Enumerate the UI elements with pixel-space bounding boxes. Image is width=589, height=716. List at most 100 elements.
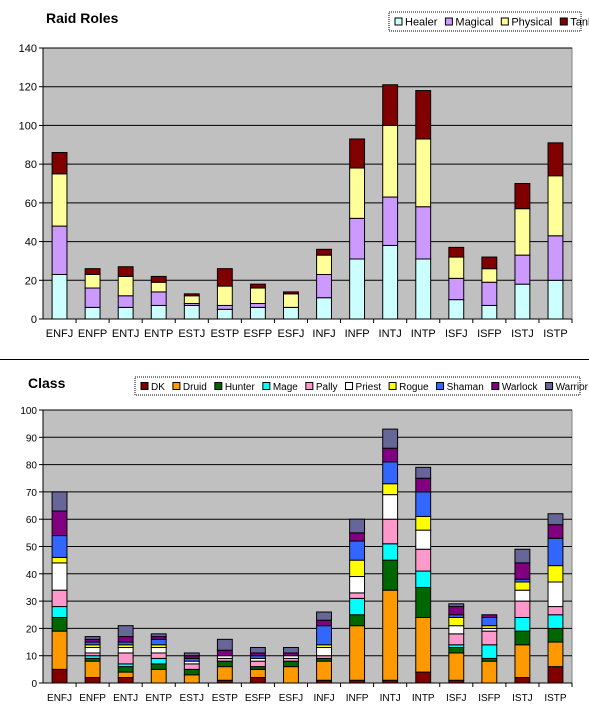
bar-segment-physical-isfp — [481, 268, 498, 283]
bar-segment-shaman-intp — [415, 491, 432, 517]
bar-segment-magical-enfj — [51, 225, 68, 275]
bar-segment-pally-infp — [349, 592, 366, 599]
bar-segment-pally-estj — [183, 663, 200, 670]
legend-swatch-priest — [345, 382, 354, 390]
bar-segment-magical-enfp — [84, 287, 101, 308]
bar-segment-rogue-intj — [382, 483, 399, 496]
bar-segment-tank-entp — [150, 275, 167, 283]
y-tick-label: 90 — [26, 433, 38, 444]
x-tick-label: INFP — [345, 328, 370, 340]
bar-segment-healer-enfp — [84, 306, 101, 320]
bar-segment-mage-istp — [547, 614, 564, 629]
bar-segment-hunter-intj — [382, 559, 399, 591]
bar-segment-druid-istj — [514, 644, 531, 679]
x-tick-label: ENTP — [145, 693, 172, 704]
bar-segment-dk-entj — [117, 677, 134, 684]
x-tick-label: INFJ — [312, 328, 335, 340]
bar-segment-healer-infj — [316, 297, 332, 320]
legend-swatch-mage — [262, 382, 271, 390]
bar-segment-rogue-isfj — [448, 616, 465, 627]
legend-swatch-healer — [394, 17, 403, 26]
x-tick-label: ESTJ — [180, 693, 204, 704]
bar-segment-hunter-entj — [117, 666, 134, 673]
y-tick-label: 80 — [25, 159, 37, 171]
legend-label-priest: Priest — [356, 382, 382, 393]
y-tick-label: 120 — [19, 82, 37, 94]
y-tick-label: 50 — [26, 543, 38, 554]
x-tick-label: ENFP — [79, 693, 106, 704]
y-tick-label: 30 — [26, 597, 38, 608]
legend-label-healer: Healer — [405, 17, 438, 29]
x-tick-label: ENTP — [144, 328, 173, 340]
bar-segment-tank-intp — [415, 90, 432, 140]
bar-segment-tank-istp — [547, 142, 564, 177]
bar-segment-hunter-enfj — [51, 616, 68, 632]
bar-segment-hunter-infp — [349, 614, 366, 627]
bar-segment-tank-enfp — [84, 268, 101, 275]
bar-segment-healer-intp — [415, 258, 432, 320]
bar-segment-druid-isfj — [448, 652, 465, 681]
bar-segment-physical-infp — [349, 167, 366, 219]
legend-label-dk: DK — [151, 382, 165, 393]
bar-segment-tank-estj — [183, 293, 200, 297]
x-tick-label: ESTP — [210, 328, 239, 340]
bar-segment-priest-infp — [349, 576, 366, 594]
bar-segment-dk-intp — [415, 671, 432, 684]
bar-segment-mage-entp — [150, 657, 167, 665]
bar-segment-priest-intj — [382, 494, 399, 520]
bar-segment-pally-esfp — [249, 660, 266, 668]
bar-segment-priest-istj — [514, 589, 531, 602]
x-tick-label: ISTJ — [511, 328, 534, 340]
bar-segment-hunter-intp — [415, 586, 432, 618]
bar-segment-shaman-enfj — [51, 535, 68, 558]
bar-segment-pally-isfp — [481, 630, 498, 646]
bar-segment-healer-istp — [547, 279, 564, 320]
legend-swatch-rogue — [388, 382, 397, 390]
bar-segment-healer-esfp — [249, 306, 266, 320]
legend-label-mage: Mage — [273, 382, 298, 393]
bar-segment-warrior-entp — [150, 633, 167, 638]
bar-segment-hunter-istj — [514, 630, 531, 646]
legend-box — [134, 376, 581, 396]
bar-segment-healer-infp — [349, 258, 366, 320]
x-tick-label: ESFJ — [278, 328, 305, 340]
legend-label-physical: Physical — [511, 17, 552, 29]
x-tick-label: INTP — [412, 693, 435, 704]
bar-segment-physical-enfj — [51, 173, 68, 227]
y-tick-label: 20 — [26, 624, 38, 635]
y-tick-label: 20 — [25, 275, 37, 287]
bar-segment-magical-esfp — [249, 303, 266, 308]
y-tick-label: 0 — [31, 679, 37, 690]
bar-segment-hunter-istp — [547, 627, 564, 643]
bar-segment-physical-infj — [316, 254, 332, 275]
bar-segment-shaman-isfp — [481, 616, 498, 627]
y-tick-label: 10 — [26, 652, 38, 663]
bar-segment-tank-infj — [316, 248, 332, 256]
bar-segment-warrior-estj — [183, 652, 200, 657]
bar-segment-warrior-intp — [415, 466, 432, 479]
bar-segment-magical-intp — [415, 206, 432, 260]
legend-label-pally: Pally — [316, 382, 338, 393]
legend: Healer Magical Physical Tank — [388, 11, 589, 32]
bar-segment-magical-isfp — [481, 281, 498, 306]
y-tick-label: 140 — [19, 43, 37, 55]
bar-segment-priest-enfp — [84, 647, 101, 654]
bar-segment-mage-infp — [349, 597, 366, 616]
legend-swatch-hunter — [214, 382, 223, 390]
bar-segment-warlock-intp — [415, 477, 432, 493]
bar-segment-druid-istp — [547, 641, 564, 668]
bar-segment-physical-enfp — [84, 273, 101, 289]
legend-swatch-dk — [140, 382, 149, 390]
bar-segment-tank-intj — [382, 84, 399, 126]
bar-segment-magical-infp — [349, 217, 366, 260]
bar-segment-warlock-isfp — [481, 614, 498, 618]
bar-segment-magical-entp — [150, 291, 167, 306]
legend-label-warrior: Warrior — [556, 382, 589, 393]
bar-segment-warlock-entj — [117, 636, 134, 643]
legend-label-tank: Tank — [570, 17, 589, 29]
x-tick-label: INFJ — [313, 693, 334, 704]
bar-segment-druid-estj — [183, 674, 200, 684]
legend-label-rogue: Rogue — [399, 382, 429, 393]
bar-segment-mage-intp — [415, 570, 432, 588]
bar-segment-tank-isfp — [481, 256, 498, 270]
